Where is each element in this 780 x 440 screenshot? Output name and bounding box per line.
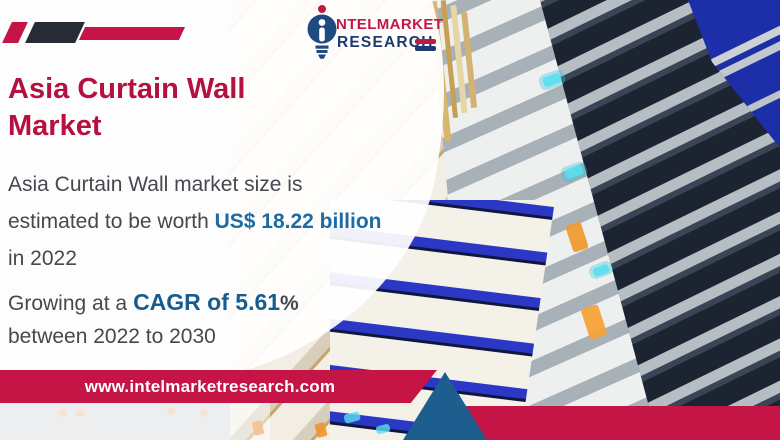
website-link[interactable]: www.intelmarketresearch.com: [84, 377, 336, 396]
growth-line-2: between 2022 to 2030: [8, 325, 216, 348]
market-size-value: US$ 18.22 billion: [214, 210, 382, 233]
market-size-line-1: Asia Curtain Wall market size is: [8, 173, 303, 196]
cagr-percent-sign: %: [280, 292, 299, 315]
ribbon-dark-parallelogram: [25, 22, 85, 43]
i-lightbulb-icon: [307, 5, 337, 59]
white-curve-panel: [0, 0, 444, 372]
logo-wordmark-top: NTELMARKET: [336, 16, 444, 33]
cagr-value: CAGR of 5.61: [133, 289, 281, 315]
website-banner: www.intelmarketresearch.com: [0, 370, 437, 403]
glass-tower-stripes: [540, 0, 780, 440]
bottom-right-red-bar: [428, 406, 780, 440]
logo-equals-bar-navy: [415, 46, 436, 51]
market-size-line-2-text: estimated to be worth: [8, 210, 215, 233]
growth-line-1-text: Growing at a: [8, 292, 128, 315]
market-size-line-3: in 2022: [8, 247, 77, 270]
title-line-1: Asia Curtain Wall: [8, 73, 246, 105]
page-title: Asia Curtain Wall Market: [8, 71, 428, 145]
bottom-left-wash: [0, 400, 270, 440]
growth-statement: Growing at a CAGR of 5.61% between 2022 t…: [8, 286, 428, 353]
logo-wordmark-bottom: RESEARCH: [337, 34, 434, 51]
market-size-statement: Asia Curtain Wall market size is estimat…: [8, 166, 428, 277]
growth-line-1: Growing at a CAGR of 5.61%: [8, 286, 428, 320]
title-line-2: Market: [8, 110, 102, 142]
ribbon-red-line: [78, 27, 186, 40]
logo-equals-bar-red: [415, 39, 436, 44]
intelmarket-research-logo: NTELMARKET RESEARCH: [305, 3, 450, 67]
market-size-line-2: estimated to be worth US$ 18.22 billion: [8, 203, 428, 240]
